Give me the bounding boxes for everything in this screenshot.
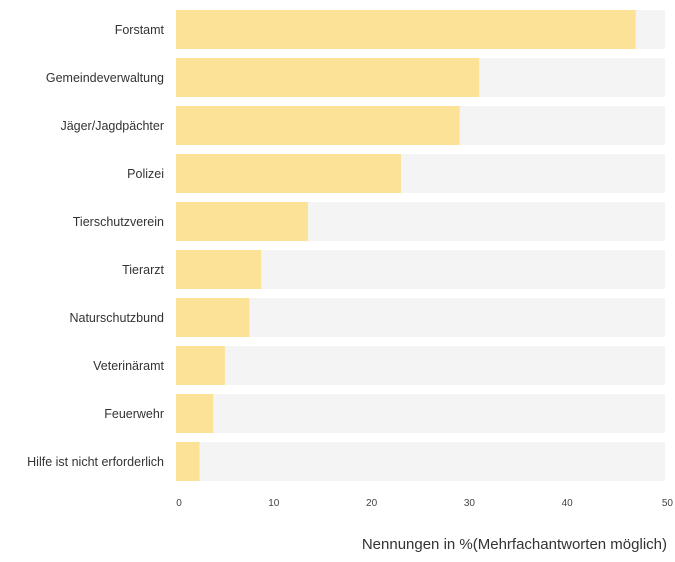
x-tick-label: 50 bbox=[662, 498, 674, 509]
x-tick-label: 10 bbox=[268, 498, 280, 509]
bar bbox=[176, 346, 225, 385]
category-label: Naturschutzbund bbox=[69, 311, 164, 325]
category-label: Tierschutzverein bbox=[73, 215, 164, 229]
bar bbox=[176, 10, 636, 49]
category-label: Forstamt bbox=[115, 23, 165, 37]
bar bbox=[176, 442, 200, 481]
bar bbox=[176, 250, 262, 289]
category-label: Polizei bbox=[127, 167, 164, 181]
category-label: Gemeindeverwaltung bbox=[46, 71, 164, 85]
x-tick-label: 20 bbox=[366, 498, 378, 509]
category-label: Veterinäramt bbox=[93, 359, 164, 373]
x-tick-label: 0 bbox=[176, 498, 182, 509]
x-tick-label: 30 bbox=[464, 498, 476, 509]
category-label: Jäger/Jagdpächter bbox=[60, 119, 164, 133]
bar-track bbox=[176, 346, 665, 385]
x-axis-label: Nennungen in %(Mehrfachantworten möglich… bbox=[361, 536, 667, 553]
x-tick-label: 40 bbox=[562, 498, 574, 509]
bar bbox=[176, 298, 250, 337]
bar-track bbox=[176, 298, 665, 337]
bar-track bbox=[176, 394, 665, 433]
bar bbox=[176, 154, 401, 193]
bar bbox=[176, 58, 480, 97]
bar bbox=[176, 106, 460, 145]
bar-track bbox=[176, 442, 665, 481]
bar bbox=[176, 202, 309, 241]
category-label: Tierarzt bbox=[122, 263, 164, 277]
category-label: Feuerwehr bbox=[104, 407, 164, 421]
category-label: Hilfe ist nicht erforderlich bbox=[27, 455, 164, 469]
bar bbox=[176, 394, 214, 433]
